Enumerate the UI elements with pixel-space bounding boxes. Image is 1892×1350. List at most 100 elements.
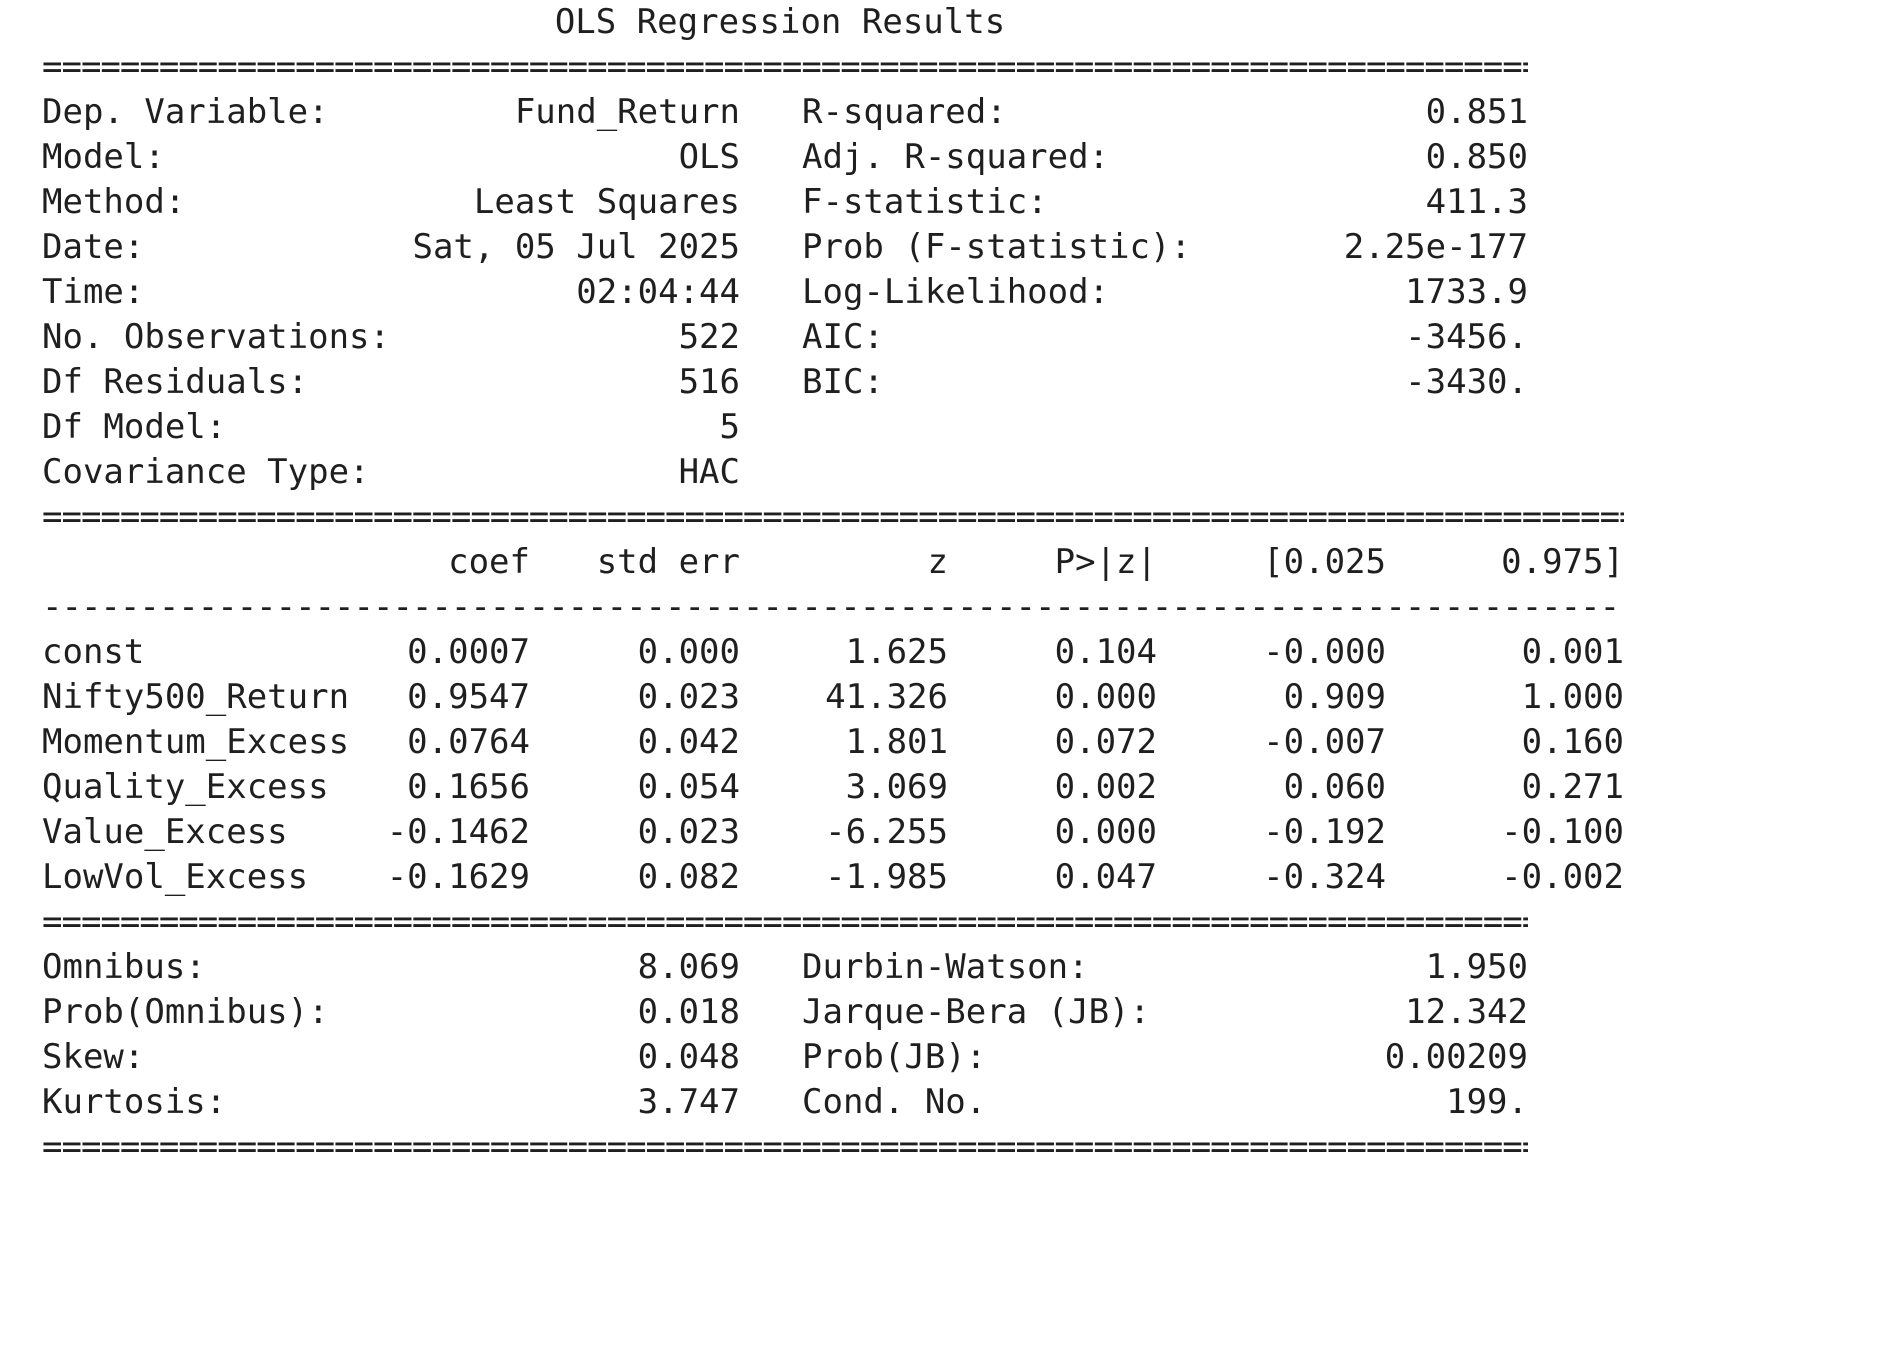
- summary-label: Df Model:: [42, 407, 227, 447]
- single-rule: ----------------------------------------…: [42, 587, 1624, 627]
- variable-name: const: [42, 632, 145, 672]
- summary-row: Time: 02:04:44 Log-Likelihood: 1733.9: [42, 270, 1542, 315]
- summary-label: Df Residuals:: [42, 362, 309, 402]
- std-err-value: 0.023: [637, 677, 740, 717]
- p-value: 0.104: [1054, 632, 1157, 672]
- summary-value: OLS: [678, 137, 740, 177]
- summary-row: Kurtosis: 3.747 Cond. No. 199.: [42, 1080, 1542, 1125]
- z-value: 41.326: [825, 677, 948, 717]
- summary-row: Omnibus: 8.069 Durbin-Watson: 1.950: [42, 945, 1542, 990]
- ci-lower-value: -0.000: [1263, 632, 1386, 672]
- header-coef: coef: [448, 542, 530, 582]
- coef-header-row: coef std err z P>|z| [0.025 0.975]: [42, 540, 1632, 585]
- summary-value: 8.069: [637, 947, 740, 987]
- header-ci-upper: 0.975]: [1501, 542, 1624, 582]
- z-value: -6.255: [825, 812, 948, 852]
- summary-value: 5: [719, 407, 740, 447]
- ci-lower-value: 0.909: [1283, 677, 1386, 717]
- summary-value-2: 199.: [1446, 1082, 1528, 1122]
- summary-value: 0.018: [637, 992, 740, 1032]
- summary-row: Method: Least Squares F-statistic: 411.3: [42, 180, 1542, 225]
- summary-label: Skew:: [42, 1037, 145, 1077]
- ci-upper-value: 1.000: [1521, 677, 1624, 717]
- table-row: Quality_Excess 0.1656 0.054 3.069 0.002 …: [42, 765, 1632, 810]
- std-err-value: 0.054: [637, 767, 740, 807]
- summary-label-2: BIC:: [802, 362, 884, 402]
- summary-label: Time:: [42, 272, 145, 312]
- summary-value-2: 2.25e-177: [1343, 227, 1528, 267]
- variable-name: Value_Excess: [42, 812, 288, 852]
- double-rule-bottom: ========================================…: [42, 1127, 1528, 1167]
- summary-value-2: 1733.9: [1405, 272, 1528, 312]
- summary-value: Sat, 05 Jul 2025: [412, 227, 740, 267]
- summary-label: Covariance Type:: [42, 452, 370, 492]
- p-value: 0.000: [1054, 812, 1157, 852]
- summary-label: Omnibus:: [42, 947, 206, 987]
- summary-value: 516: [678, 362, 740, 402]
- double-rule-diagnostics-top: ========================================…: [42, 902, 1528, 942]
- ci-lower-value: -0.007: [1263, 722, 1386, 762]
- summary-row: Skew: 0.048 Prob(JB): 0.00209: [42, 1035, 1542, 1080]
- summary-label-2: Adj. R-squared:: [802, 137, 1110, 177]
- summary-value: 0.048: [637, 1037, 740, 1077]
- ci-upper-value: -0.100: [1501, 812, 1624, 852]
- header-std-err: std err: [596, 542, 740, 582]
- summary-row: Date: Sat, 05 Jul 2025 Prob (F-statistic…: [42, 225, 1542, 270]
- variable-name: Momentum_Excess: [42, 722, 350, 762]
- table-row: LowVol_Excess -0.1629 0.082 -1.985 0.047…: [42, 855, 1632, 900]
- summary-value-2: -3430.: [1405, 362, 1528, 402]
- table-row: Nifty500_Return 0.9547 0.023 41.326 0.00…: [42, 675, 1632, 720]
- std-err-value: 0.000: [637, 632, 740, 672]
- header-ci-lower: [0.025: [1263, 542, 1386, 582]
- summary-value: Fund_Return: [514, 92, 740, 132]
- summary-value-2: 12.342: [1405, 992, 1528, 1032]
- summary-value-2: 411.3: [1425, 182, 1528, 222]
- variable-name: Quality_Excess: [42, 767, 329, 807]
- summary-label-2: Prob(JB):: [802, 1037, 987, 1077]
- z-value: -1.985: [825, 857, 948, 897]
- summary-label: Method:: [42, 182, 186, 222]
- summary-value-2: 1.950: [1425, 947, 1528, 987]
- ci-upper-value: -0.002: [1501, 857, 1624, 897]
- header-z: z: [927, 542, 948, 582]
- p-value: 0.047: [1054, 857, 1157, 897]
- summary-label: Dep. Variable:: [42, 92, 329, 132]
- summary-row: Covariance Type: HAC: [42, 450, 1542, 495]
- summary-row: Df Residuals: 516 BIC: -3430.: [42, 360, 1542, 405]
- table-row: Momentum_Excess 0.0764 0.042 1.801 0.072…: [42, 720, 1632, 765]
- summary-value-2: 0.850: [1425, 137, 1528, 177]
- summary-label: No. Observations:: [42, 317, 390, 357]
- ols-regression-report: OLS Regression Results =================…: [42, 2, 1632, 1167]
- z-value: 1.625: [845, 632, 948, 672]
- summary-label-2: Cond. No.: [802, 1082, 987, 1122]
- summary-label: Date:: [42, 227, 145, 267]
- summary-value: 522: [678, 317, 740, 357]
- ci-lower-value: -0.192: [1263, 812, 1386, 852]
- variable-name: LowVol_Excess: [42, 857, 309, 897]
- coef-value: 0.9547: [407, 677, 530, 717]
- coef-value: -0.1462: [386, 812, 530, 852]
- double-rule-top: ========================================…: [42, 47, 1528, 87]
- summary-value-2: -3456.: [1405, 317, 1528, 357]
- ci-lower-value: 0.060: [1283, 767, 1386, 807]
- summary-row: Prob(Omnibus): 0.018 Jarque-Bera (JB): 1…: [42, 990, 1542, 1035]
- p-value: 0.072: [1054, 722, 1157, 762]
- coef-value: 0.1656: [407, 767, 530, 807]
- summary-label-2: Jarque-Bera (JB):: [802, 992, 1150, 1032]
- header-p-value: P>|z|: [1054, 542, 1157, 582]
- summary-value: 02:04:44: [576, 272, 740, 312]
- std-err-value: 0.082: [637, 857, 740, 897]
- summary-label-2: Durbin-Watson:: [802, 947, 1089, 987]
- p-value: 0.002: [1054, 767, 1157, 807]
- summary-label: Kurtosis:: [42, 1082, 227, 1122]
- summary-label: Prob(Omnibus):: [42, 992, 329, 1032]
- summary-label-2: R-squared:: [802, 92, 1007, 132]
- std-err-value: 0.042: [637, 722, 740, 762]
- z-value: 3.069: [845, 767, 948, 807]
- summary-row: Dep. Variable: Fund_Return R-squared: 0.…: [42, 90, 1542, 135]
- coef-value: -0.1629: [386, 857, 530, 897]
- summary-row: No. Observations: 522 AIC: -3456.: [42, 315, 1542, 360]
- summary-row: Model: OLS Adj. R-squared: 0.850: [42, 135, 1542, 180]
- z-value: 1.801: [845, 722, 948, 762]
- std-err-value: 0.023: [637, 812, 740, 852]
